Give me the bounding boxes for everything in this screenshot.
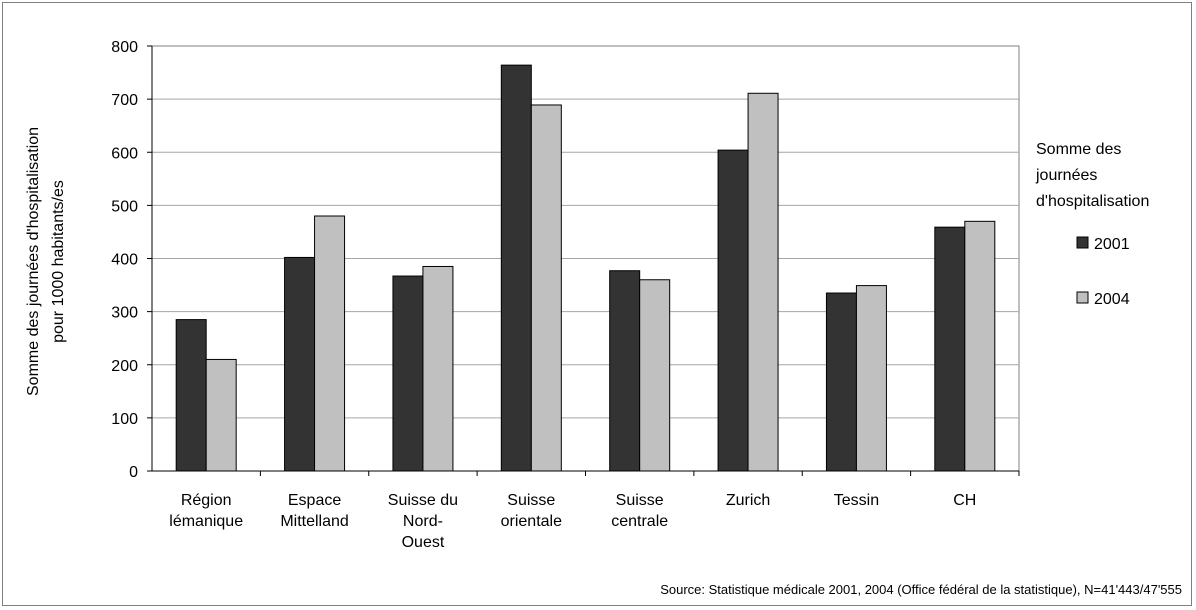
bar-2001-1 — [284, 256, 316, 472]
legend-label-2001: 2001 — [1094, 236, 1130, 253]
x-category-label: orientale — [501, 513, 562, 530]
bar-2001-5 — [717, 149, 749, 472]
y-tick-label: 800 — [111, 39, 138, 56]
y-axis-label: Somme des journées d'hospitalisation — [25, 127, 42, 396]
y-tick-label: 0 — [129, 464, 138, 481]
x-category-label: centrale — [611, 513, 668, 530]
bar-2004-3 — [530, 104, 562, 472]
y-tick-label: 400 — [111, 252, 138, 269]
bar-2004-1 — [314, 215, 346, 472]
legend-swatch-2004 — [1076, 291, 1089, 304]
bar-2001-3 — [500, 64, 532, 472]
x-category-label: Nord- — [403, 513, 443, 530]
bar-2001-0 — [175, 319, 207, 472]
y-tick-label: 100 — [111, 411, 138, 428]
x-category-label: Ouest — [402, 534, 445, 551]
bar-2004-6 — [855, 285, 887, 472]
x-category-label: Tessin — [834, 492, 879, 509]
bar-2004-0 — [205, 358, 237, 472]
x-category-label: Suisse — [616, 492, 664, 509]
legend-title: Somme des — [1036, 141, 1121, 158]
legend-label-2004: 2004 — [1094, 291, 1130, 308]
bar-2004-4 — [639, 279, 671, 472]
x-category-label: Région — [181, 492, 232, 509]
y-tick-label: 300 — [111, 305, 138, 322]
bar-2001-6 — [825, 292, 857, 472]
y-tick-label: 500 — [111, 198, 138, 215]
x-category-label: Espace — [288, 492, 341, 509]
source-note: Source: Statistique médicale 2001, 2004 … — [660, 582, 1182, 597]
y-tick-label: 700 — [111, 92, 138, 109]
x-category-label: Zurich — [726, 492, 770, 509]
bar-2004-5 — [747, 92, 779, 472]
x-category-label: Mittelland — [280, 513, 348, 530]
x-category-label: lémanique — [169, 513, 243, 530]
bar-2001-2 — [392, 275, 424, 472]
legend-title: d'hospitalisation — [1036, 193, 1149, 210]
bar-2001-4 — [609, 270, 641, 472]
y-tick-label: 600 — [111, 145, 138, 162]
bar-2004-7 — [964, 220, 996, 472]
bar-2004-2 — [422, 265, 454, 472]
x-category-label: CH — [953, 492, 976, 509]
bar-2001-7 — [934, 226, 966, 472]
x-category-label: Suisse — [507, 492, 555, 509]
legend-swatch-2001 — [1076, 236, 1089, 249]
x-category-label: Suisse du — [388, 492, 458, 509]
legend-title: journées — [1035, 167, 1097, 184]
y-tick-label: 200 — [111, 358, 138, 375]
y-axis-label: pour 1000 habitants/es — [50, 180, 67, 343]
